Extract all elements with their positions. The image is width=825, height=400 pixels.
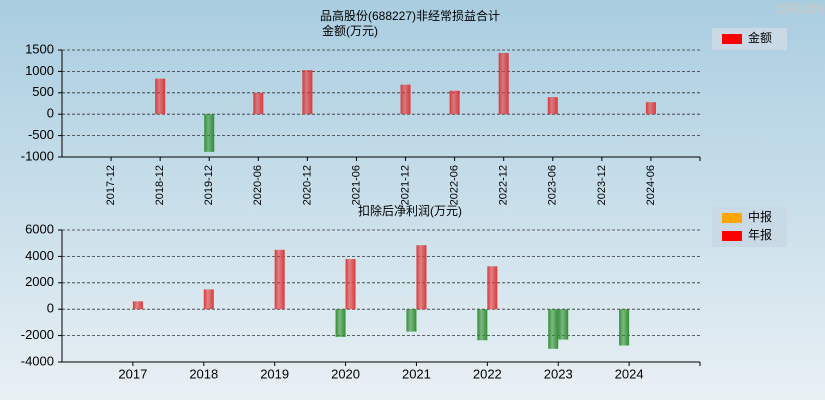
legend-label: 金额	[748, 30, 772, 45]
bar	[477, 309, 488, 341]
bar	[548, 309, 559, 349]
x-tick-label: 2022-12	[498, 165, 510, 205]
bar	[645, 102, 656, 115]
bar	[558, 309, 569, 340]
bar	[547, 97, 558, 115]
y-tick-label: -4000	[21, 353, 54, 368]
y-tick-label: -500	[28, 127, 54, 142]
x-tick-label: 2020	[331, 366, 360, 381]
y-tick-label: 6000	[25, 221, 54, 236]
x-tick-label: 2020-12	[301, 165, 313, 205]
x-tick-label: 2023-12	[596, 165, 608, 205]
bar	[400, 84, 411, 115]
x-tick-label: 2017	[118, 366, 147, 381]
bar	[406, 309, 417, 332]
x-tick-label: 2021	[402, 366, 431, 381]
watermark: CFi.CN	[777, 1, 824, 17]
bar	[335, 309, 346, 337]
x-tick-label: 2021-12	[399, 165, 411, 205]
y-tick-label: 0	[47, 106, 54, 121]
y-tick-label: 1000	[25, 63, 54, 78]
bar	[449, 90, 460, 115]
x-tick-label: 2022	[473, 366, 502, 381]
y-tick-label: 4000	[25, 248, 54, 263]
bar	[619, 309, 630, 346]
bar	[132, 301, 143, 310]
legend-swatch	[722, 213, 742, 223]
x-tick-label: 2018	[189, 366, 218, 381]
bar	[155, 78, 166, 115]
legend-box	[712, 28, 787, 50]
legend-swatch	[722, 34, 742, 44]
y-tick-label: 0	[47, 301, 54, 316]
y-tick-label: 1500	[25, 41, 54, 56]
chart-subtitle: 金额(万元)	[322, 23, 378, 38]
x-tick-label: 2023	[544, 366, 573, 381]
x-tick-label: 2017-12	[105, 165, 117, 205]
bar	[203, 289, 214, 310]
legend-label: 中报	[748, 209, 772, 224]
y-tick-label: -1000	[21, 148, 54, 163]
legend-swatch	[722, 231, 742, 241]
x-tick-label: 2021-06	[350, 165, 362, 205]
y-tick-label: -2000	[21, 327, 54, 342]
y-tick-label: 2000	[25, 274, 54, 289]
x-tick-label: 2018-12	[154, 165, 166, 205]
legend-label: 年报	[748, 227, 772, 242]
bar	[345, 259, 356, 310]
y-tick-label: 500	[32, 84, 54, 99]
x-tick-label: 2020-06	[252, 165, 264, 205]
x-tick-label: 2024	[615, 366, 644, 381]
bar	[302, 70, 313, 115]
chart-title: 品高股份(688227)非经常损益合计	[320, 8, 500, 23]
bar	[204, 114, 215, 152]
bar	[253, 92, 264, 115]
x-tick-label: 2023-06	[547, 165, 559, 205]
bar	[498, 52, 509, 115]
bar	[274, 249, 285, 310]
bar	[416, 245, 427, 310]
x-tick-label: 2024-06	[645, 165, 657, 205]
bar	[487, 266, 498, 310]
x-tick-label: 2019-12	[203, 165, 215, 205]
x-tick-label: 2022-06	[449, 165, 461, 205]
chart-title: 扣除后净利润(万元)	[358, 203, 462, 218]
x-tick-label: 2019	[260, 366, 289, 381]
